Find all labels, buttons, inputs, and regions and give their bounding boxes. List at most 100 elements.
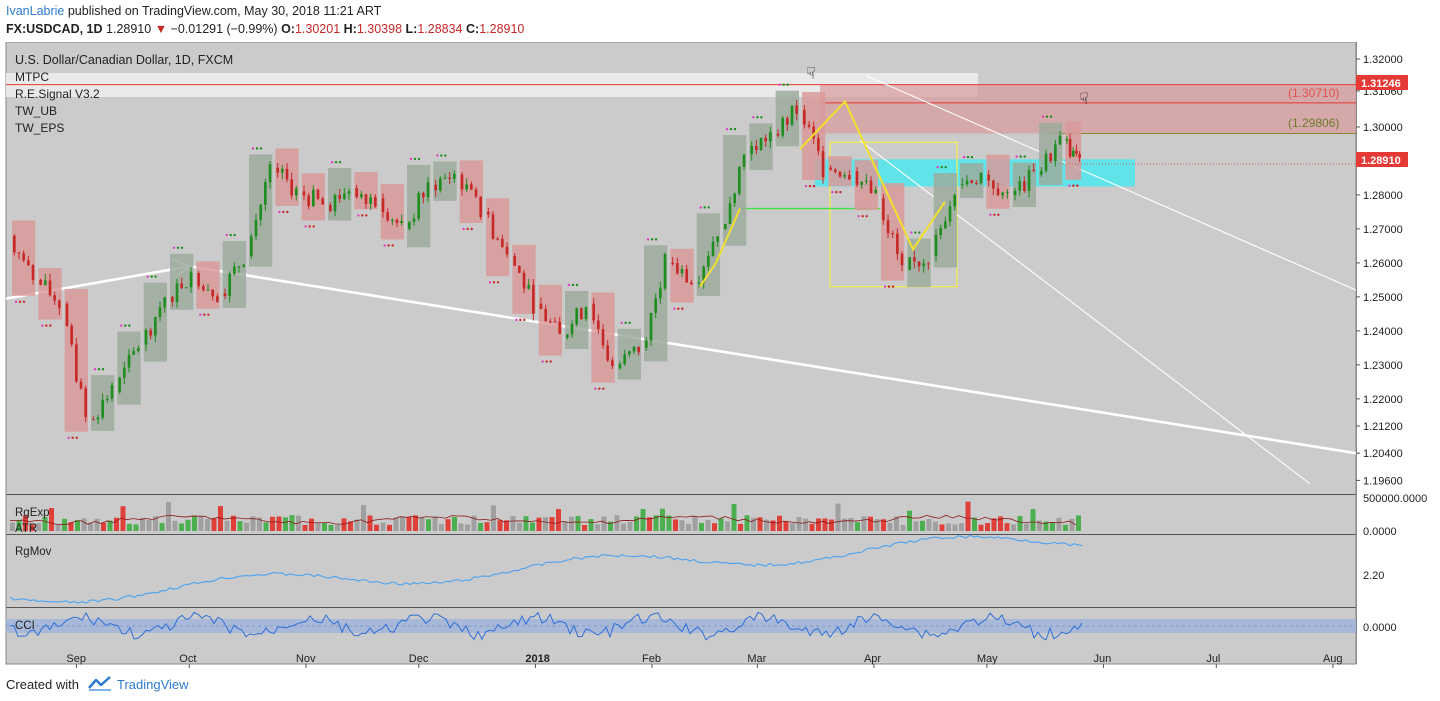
tradingview-logo-icon[interactable] [88,676,112,692]
volume-bar [627,521,633,531]
signal-dot [699,206,702,209]
x-tick-label: Nov [296,653,316,665]
signal-dot [67,436,70,439]
volume-bar [887,523,893,531]
volume-bar [192,515,197,531]
signal-dot [1049,115,1053,118]
volume-bar [205,518,210,531]
candle-body [707,255,710,267]
candle-body [44,280,47,285]
candle-body [453,173,456,179]
candle-body [558,321,561,334]
signal-dot [865,214,868,218]
price-chart[interactable]: ☟☟ 1.320001.310601.300001.290001.280001.… [0,42,1440,668]
volume-bar [543,517,548,531]
open-label: O: [281,22,295,36]
volume-bar [452,516,457,531]
candle-body [355,188,358,198]
candle-body [48,280,52,296]
signal-dot [334,160,338,164]
signal-dot [41,324,44,327]
published-text: published on TradingView.com, May 30, 20… [67,4,382,18]
close-label: C: [466,22,480,36]
tradingview-link[interactable]: TradingView [117,677,189,692]
volume-bar [49,508,54,531]
candle-body [505,246,509,255]
signal-dot [1068,184,1071,187]
volume-bar [231,515,236,531]
level-2-label: (1.29806) [1288,116,1339,130]
candle-body [233,266,236,274]
volume-bar [731,503,737,531]
candle-body [106,398,109,400]
signal-dot [466,227,469,231]
candle-body [197,273,200,287]
candle-body [149,330,152,336]
volume-bar [484,522,490,531]
candle-body [39,279,42,285]
signal-dot [515,318,518,322]
signal-dot [887,285,891,288]
mov-pane[interactable] [6,535,1356,607]
candle-body [448,177,451,179]
signal-dot [357,214,360,217]
signal-dot [180,246,184,249]
signal-dot [883,285,887,288]
volume-bar [562,520,568,531]
candle-body [829,167,832,170]
candle-body [321,198,324,205]
signal-dot [199,313,202,316]
candle-body [522,272,526,289]
volume-bar [185,519,191,531]
volume-bar [432,516,438,531]
candle-body [663,254,667,289]
candle-body [623,354,626,365]
candle-body [900,253,904,266]
candle-body [764,137,767,142]
down-arrow-icon: ▼ [154,22,168,36]
author-link[interactable]: IvanLabrie [6,4,65,18]
volume-bar [16,520,22,531]
volume-bar [621,523,626,531]
candle-body [671,262,674,264]
signal-dot [523,318,526,322]
volume-bar [10,522,15,531]
candle-body [465,184,468,190]
candle-body [922,263,925,267]
candle-body [855,171,859,185]
signal-dot [812,184,816,188]
signal-dot [936,165,939,169]
x-tick-label: Oct [179,653,196,665]
candle-body [738,166,741,194]
volume-bar [835,503,841,531]
candle-body [645,340,648,348]
volume-axis-zero: 0.0000 [1363,526,1397,538]
weekly-box [380,184,405,240]
volume-bar [224,520,230,531]
candle-body [716,236,719,242]
volume-bar [465,524,470,531]
candle-body [58,300,61,309]
candle-body [637,346,640,353]
candle-body [364,194,368,204]
volume-bar [257,517,262,531]
candle-body [316,189,320,199]
signal-dot [804,184,808,188]
candle-body [970,180,973,183]
volume-bar [1056,517,1062,531]
resistance-zone [820,84,1356,134]
candle-body [882,198,885,221]
current-price-badge-text: 1.28910 [1361,155,1401,167]
volume-bar [348,521,353,531]
y-tick-label: 1.32000 [1363,54,1403,66]
signal-dot [391,244,394,247]
volume-bar [913,521,919,531]
candle-body [1044,153,1048,171]
candle-body [518,265,521,273]
candle-body [474,189,478,197]
signal-dot [22,300,26,304]
cci-pane[interactable] [6,608,1356,664]
volume-bar [939,524,945,531]
signal-dot [940,165,943,169]
volume-bar [133,524,139,531]
